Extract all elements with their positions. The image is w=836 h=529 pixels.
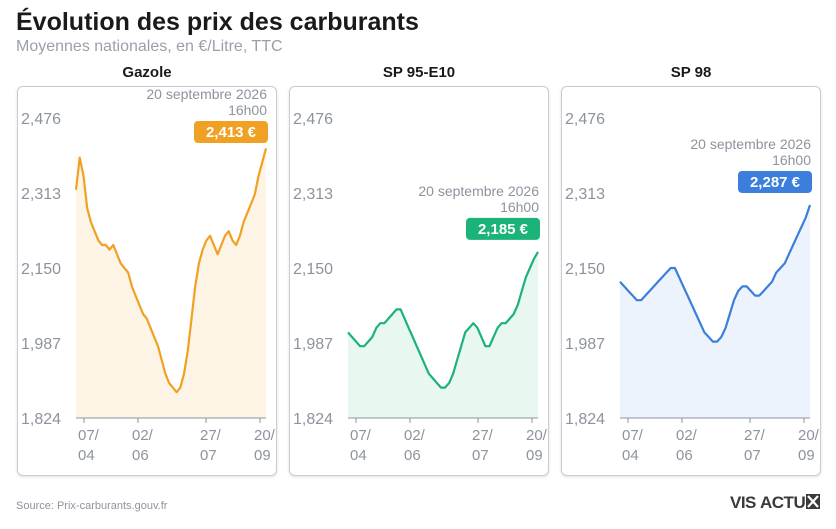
series-area [76,148,266,418]
chart-panel-sp98: 2,476 2,313 2,150 1,987 1,824 07/04 02/06 27/07… [561,86,821,476]
annotation-date: 20 septembre 2026 [418,183,539,199]
series-area [348,251,538,418]
x-tick-label: 07 [200,447,217,464]
x-tick-label: 27/ [200,427,222,444]
x-tick-label: 07/ [78,427,100,444]
series-line [347,251,539,389]
x-tick-label: 09 [254,447,271,464]
value-badge [466,217,540,240]
chart-panel-sp95: 2,476 2,313 2,150 1,987 1,824 07/04 02/06 27/07… [289,86,549,476]
x-tick-label: 02/ [132,427,154,444]
y-tick-label: 2,476 [565,111,605,128]
x-tick-label: 02/ [404,427,426,444]
series-line [74,148,268,394]
x-tick-label: 09 [798,447,815,464]
svg-text:ACTU: ACTU [760,493,805,512]
page-title: Évolution des prix des carburants [16,8,419,36]
panel-title-sp98: SP 98 [670,64,712,81]
x-tick-label: 20/ [526,427,548,444]
chart-sp98: 2,476 2,313 2,150 1,987 1,824 07/04 02/06 27/07… [565,111,820,464]
y-tick-label: 1,824 [21,411,61,428]
x-tick-label: 06 [132,447,149,464]
y-tick-label: 1,824 [565,411,605,428]
x-tick-label: 07 [744,447,761,464]
x-tick-label: 20/ [254,427,276,444]
value-badge-label: 2,185 € [478,221,529,238]
y-tick-label: 2,476 [293,111,333,128]
panel-title-sp95: SP 95-E10 [382,64,456,81]
y-tick-label: 1,987 [293,336,333,353]
x-tick-label: 04 [350,447,367,464]
x-tick-label: 04 [622,447,639,464]
chart-gazole: 2,476 2,313 2,150 1,987 1,824 07/04 02/06 27/07… [21,87,276,464]
annotation-time: 16h00 [228,102,267,118]
value-badge-label: 2,287 € [750,174,801,191]
series-area [620,205,810,418]
x-tick-label: 02/ [676,427,698,444]
x-tick-label: 07/ [622,427,644,444]
value-badge-label: 2,413 € [206,124,257,141]
x-tick-label: 27/ [744,427,766,444]
y-tick-label: 2,313 [21,186,61,203]
x-tick-label: 27/ [472,427,494,444]
y-tick-label: 1,987 [565,336,605,353]
chart-sp95: 2,476 2,313 2,150 1,987 1,824 07/04 02/06 27/07… [293,111,548,464]
y-tick-label: 2,313 [565,186,605,203]
y-tick-label: 1,824 [293,411,333,428]
visactu-logo: VIS ACTU [730,493,820,512]
x-tick-label: 07 [472,447,489,464]
y-tick-label: 2,150 [21,261,61,278]
annotation-time: 16h00 [772,152,811,168]
x-tick-label: 09 [526,447,543,464]
series-line [619,204,812,343]
annotation-date: 20 septembre 2026 [146,87,267,102]
y-tick-label: 1,987 [21,336,61,353]
annotation-time: 16h00 [500,199,539,215]
value-badge [738,170,812,193]
panel-title-gazole: Gazole [122,64,172,81]
x-tick-label: 06 [404,447,421,464]
value-badge [194,121,268,143]
annotation-date: 20 septembre 2026 [690,136,811,152]
x-tick-label: 04 [78,447,95,464]
svg-text:VIS: VIS [730,493,756,512]
source-note: Source: Prix-carburants.gouv.fr [16,500,168,512]
x-tick-label: 06 [676,447,693,464]
y-tick-label: 2,150 [293,261,333,278]
y-tick-label: 2,476 [21,111,61,128]
chart-panel-gazole: 2,476 2,313 2,150 1,987 1,824 07/04 02/06 27/07… [17,86,277,476]
x-tick-label: 07/ [350,427,372,444]
page-subtitle: Moyennes nationales, en €/Litre, TTC [16,38,283,55]
y-tick-label: 2,313 [293,186,333,203]
y-tick-label: 2,150 [565,261,605,278]
x-tick-label: 20/ [798,427,820,444]
